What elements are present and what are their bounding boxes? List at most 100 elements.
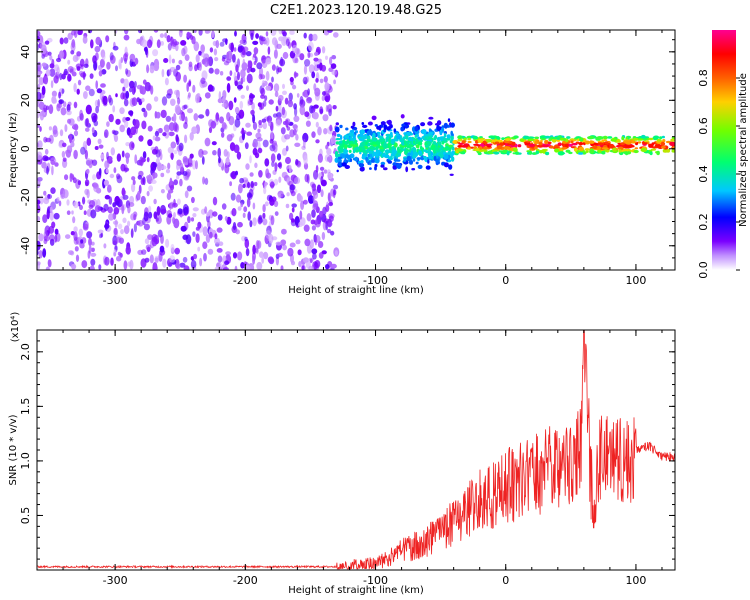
spectrogram-cell xyxy=(240,202,244,208)
spectrogram-cell xyxy=(147,125,153,132)
spectrogram-cell xyxy=(257,102,262,108)
spectrogram-cell xyxy=(276,43,282,50)
spectrogram-cell xyxy=(633,149,639,154)
spectrogram-cell xyxy=(59,37,64,45)
spectrogram-cell xyxy=(427,159,430,164)
spectrogram-cell xyxy=(190,260,197,269)
spectrogram-cell xyxy=(504,146,511,150)
spectrogram-cell xyxy=(168,54,172,64)
spectrogram-cell xyxy=(175,134,179,143)
spectrogram-cell xyxy=(450,135,454,141)
spectrogram-cell xyxy=(297,195,303,202)
spectrogram-cell xyxy=(392,162,397,167)
spectrogram-cell xyxy=(486,138,492,143)
spectrogram-cell xyxy=(385,133,391,137)
spectrogram-cell xyxy=(496,145,503,150)
spectrogram-cell xyxy=(237,206,242,211)
spectrogram-cell xyxy=(448,164,453,170)
spectrogram-cell xyxy=(118,59,121,69)
spectrogram-cell xyxy=(129,195,135,205)
spectrogram-cell xyxy=(144,257,150,263)
spectrogram-cell xyxy=(153,96,159,102)
colorbar-label: Normalized spectral amplitude xyxy=(738,73,749,227)
spectrogram-cell xyxy=(566,136,571,139)
spectrogram-cell xyxy=(640,148,648,152)
spectrogram-cell xyxy=(140,178,145,185)
spectrogram-cell xyxy=(224,260,230,266)
spectrogram-cell xyxy=(129,53,136,62)
spectrogram-cell xyxy=(324,82,330,92)
spectrogram-cell xyxy=(592,145,598,150)
spectrogram-cell xyxy=(212,196,218,206)
spectrogram-cell xyxy=(623,140,630,144)
spectrogram-cell xyxy=(70,173,74,179)
spectrogram-cell xyxy=(284,97,289,105)
spectrogram-cell xyxy=(328,215,334,222)
spectrogram-cell xyxy=(456,148,464,152)
spectrogram-cell xyxy=(171,58,175,64)
spectrogram-cell xyxy=(59,129,64,137)
spectrogram-cell xyxy=(247,211,251,221)
spectrogram-cell xyxy=(637,141,642,144)
spectrogram-cell xyxy=(51,165,54,176)
spectrogram-cell xyxy=(352,134,356,139)
spectrogram-cell xyxy=(292,44,298,54)
spectrogram-cell xyxy=(492,151,499,154)
spectrogram-cell xyxy=(229,70,233,76)
spectrogram-cell xyxy=(366,148,370,154)
spectrogram-cell xyxy=(178,142,184,152)
spectrogram-cell xyxy=(365,157,369,162)
spectrogram-cell xyxy=(322,114,329,122)
spectrogram-cell xyxy=(247,60,251,70)
spectrogram-cell xyxy=(49,68,56,77)
spectrogram-cell xyxy=(65,234,71,240)
spectrogram-cell xyxy=(237,71,240,81)
spectrogram-cell xyxy=(76,88,80,95)
spectrogram-cell xyxy=(183,74,188,83)
spectrogram-cell xyxy=(286,126,291,131)
spectrogram-cell xyxy=(361,136,365,142)
spectrogram-cell xyxy=(78,70,84,76)
spectrogram-cell xyxy=(436,124,440,131)
spectrogram-cell xyxy=(152,162,158,168)
spectrogram-cell xyxy=(38,77,44,86)
spectrogram-cell xyxy=(413,151,419,158)
spectrogram-cell xyxy=(95,36,101,46)
spectrogram-cell xyxy=(662,150,669,153)
spectrogram-cell xyxy=(369,167,372,170)
spectrogram-cell xyxy=(214,237,220,245)
spectrogram-cell xyxy=(177,97,181,105)
spectrogram-cell xyxy=(249,172,254,177)
spectrogram-cell xyxy=(207,248,214,255)
spectrogram-cell xyxy=(265,57,272,65)
spectrogram-cell xyxy=(382,143,389,149)
spectrogram-cell xyxy=(64,124,68,133)
spectrogram-cell xyxy=(513,135,519,139)
spectrogram-cell xyxy=(263,100,267,107)
spectrogram-cell xyxy=(275,241,282,246)
spectrogram-cell xyxy=(291,218,295,223)
spectrogram-cell xyxy=(253,47,259,55)
spectrogram-cell xyxy=(107,206,113,214)
spectrogram-cell xyxy=(245,248,250,257)
spectrogram-cell xyxy=(219,116,224,124)
spectrogram-cell xyxy=(386,142,392,148)
spectrogram-cell xyxy=(84,179,90,187)
spectrogram-cell xyxy=(115,65,118,72)
spectrogram-cell xyxy=(275,105,279,112)
spectrogram-cell xyxy=(133,223,137,233)
spectrogram-cell xyxy=(331,135,336,145)
spectrogram-cell xyxy=(54,234,58,243)
x-tick-label: -300 xyxy=(103,574,128,587)
spectrogram-cell xyxy=(47,259,51,267)
spectrogram-cell xyxy=(273,178,279,186)
spectrogram-cell xyxy=(330,63,337,69)
spectrogram-cell xyxy=(141,39,148,48)
spectrogram-cell xyxy=(369,146,374,150)
spectrogram-cell xyxy=(290,260,296,266)
spectrogram-cell xyxy=(82,223,89,231)
spectrogram-cell xyxy=(274,162,278,172)
spectrogram-cell xyxy=(204,137,211,147)
spectrogram-cell xyxy=(89,200,96,208)
spectrogram-cell xyxy=(390,153,396,157)
